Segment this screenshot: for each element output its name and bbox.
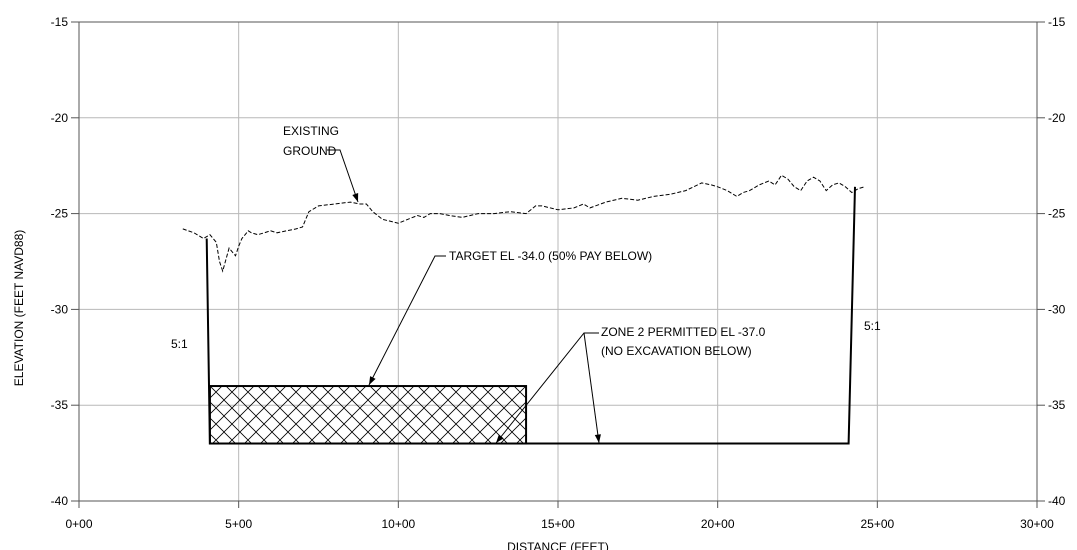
- y-tick-label-right: -40: [1048, 494, 1066, 508]
- series-line-design-section: [205, 186, 856, 445]
- plot-frame: [71, 21, 1045, 508]
- x-tick-label: 25+00: [860, 517, 894, 531]
- y-tick-label-right: -30: [1048, 302, 1066, 316]
- leader-existing-ground: [327, 149, 359, 203]
- y-tick-label-left: -25: [51, 207, 69, 221]
- y-tick-label-left: -15: [51, 15, 69, 29]
- x-tick-label: 0+00: [65, 517, 92, 531]
- leader-zone2-b: [583, 332, 600, 444]
- annotation-leaders: [327, 149, 601, 444]
- y-tick-label-left: -30: [51, 302, 69, 316]
- leader-zone2-b-arrowhead: [594, 434, 601, 443]
- x-tick-label: 20+00: [701, 517, 735, 531]
- y-tick-label-left: -20: [51, 111, 69, 125]
- y-tick-label-right: -15: [1048, 15, 1066, 29]
- annotation-zone2-line1: ZONE 2 PERMITTED EL -37.0: [601, 325, 766, 339]
- annotation-existing-ground-line2: GROUND: [283, 144, 337, 158]
- leader-target: [368, 255, 446, 386]
- annotation-existing-ground-line1: EXISTING: [283, 124, 339, 138]
- leader-existing-ground-arrowhead: [352, 193, 359, 202]
- y-tick-label-left: -40: [51, 494, 69, 508]
- y-tick-label-right: -25: [1048, 207, 1066, 221]
- annotation-slope-left: 5:1: [171, 337, 188, 351]
- leader-zone2-a-arrowhead: [496, 434, 504, 443]
- y-tick-label-left: -35: [51, 398, 69, 412]
- series-line-existing-ground: [182, 174, 865, 273]
- annotation-target: TARGET EL -34.0 (50% PAY BELOW): [449, 249, 652, 263]
- leader-target-arrowhead: [369, 376, 376, 385]
- x-axis-label: DISTANCE (FEET): [507, 540, 609, 550]
- annotation-slope-right: 5:1: [864, 319, 881, 333]
- annotation-zone2-line2: (NO EXCAVATION BELOW): [601, 344, 752, 358]
- tick-labels: -15 -15 -20 -20 -25 -25 -30 -30 -35 -35 -40 -40 0+00…: [51, 15, 1066, 531]
- target-hatch-rect: [208, 385, 528, 445]
- x-tick-label: 15+00: [541, 517, 575, 531]
- y-tick-label-right: -35: [1048, 398, 1066, 412]
- x-tick-label: 5+00: [225, 517, 252, 531]
- grid: [79, 22, 1037, 501]
- series-lines: [182, 174, 865, 445]
- y-tick-label-right: -20: [1048, 111, 1066, 125]
- x-tick-label: 10+00: [381, 517, 415, 531]
- y-axis-label: ELEVATION (FEET NAVD88): [12, 230, 26, 386]
- target-hatch-region: [208, 385, 528, 445]
- x-tick-label: 30+00: [1020, 517, 1054, 531]
